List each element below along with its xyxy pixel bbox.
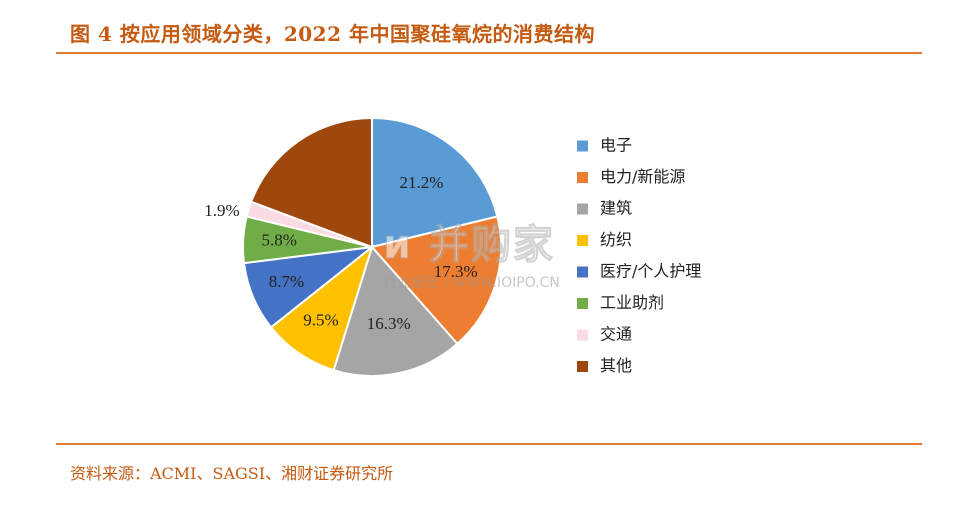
- pie-slice-3: [332, 245, 459, 377]
- slice-value-label: 9.5%: [303, 310, 338, 329]
- pie-slices: [242, 116, 502, 377]
- pie-slice-labels: 21.2% 17.3% 16.3% 9.5% 8.7% 5.8% 1.9%: [204, 173, 477, 333]
- bottom-divider: [56, 443, 922, 445]
- pie-slice-2: [370, 215, 502, 346]
- source-note: 资料来源：ACMI、SAGSI、湘财证券研究所: [70, 464, 394, 483]
- slice-value-label: 1.9%: [204, 201, 239, 220]
- legend-swatch: [577, 298, 588, 309]
- legend-label: 交通: [600, 325, 632, 344]
- legend-label: 电力/新能源: [600, 167, 685, 186]
- legend-label: 其他: [600, 356, 632, 375]
- legend-label: 工业助剂: [600, 293, 664, 312]
- slice-value-label: 5.8%: [262, 231, 297, 250]
- legend-label: 医疗/个人护理: [600, 262, 701, 281]
- pie-slice-1: [371, 116, 499, 249]
- legend-swatch: [577, 140, 588, 152]
- legend-swatch: [577, 235, 588, 246]
- slice-value-label: 8.7%: [269, 272, 304, 291]
- pie-slice-8: [249, 116, 373, 249]
- slice-value-label: 17.3%: [434, 262, 478, 281]
- legend-swatch: [577, 329, 588, 341]
- legend-label: 纺织: [600, 230, 632, 249]
- top-divider: [56, 52, 922, 54]
- slice-value-label: 21.2%: [399, 173, 443, 192]
- legend-swatch: [577, 361, 588, 372]
- figure-title: 图 4 按应用领域分类，2022 年中国聚硅氧烷的消费结构: [70, 22, 595, 46]
- legend-swatch: [577, 172, 588, 183]
- legend-swatch: [577, 203, 588, 215]
- legend-swatch: [577, 266, 588, 278]
- slice-value-label: 16.3%: [367, 314, 411, 333]
- legend-label: 电子: [600, 136, 632, 155]
- legend-label: 建筑: [600, 199, 632, 218]
- pie-slice-4: [269, 244, 374, 372]
